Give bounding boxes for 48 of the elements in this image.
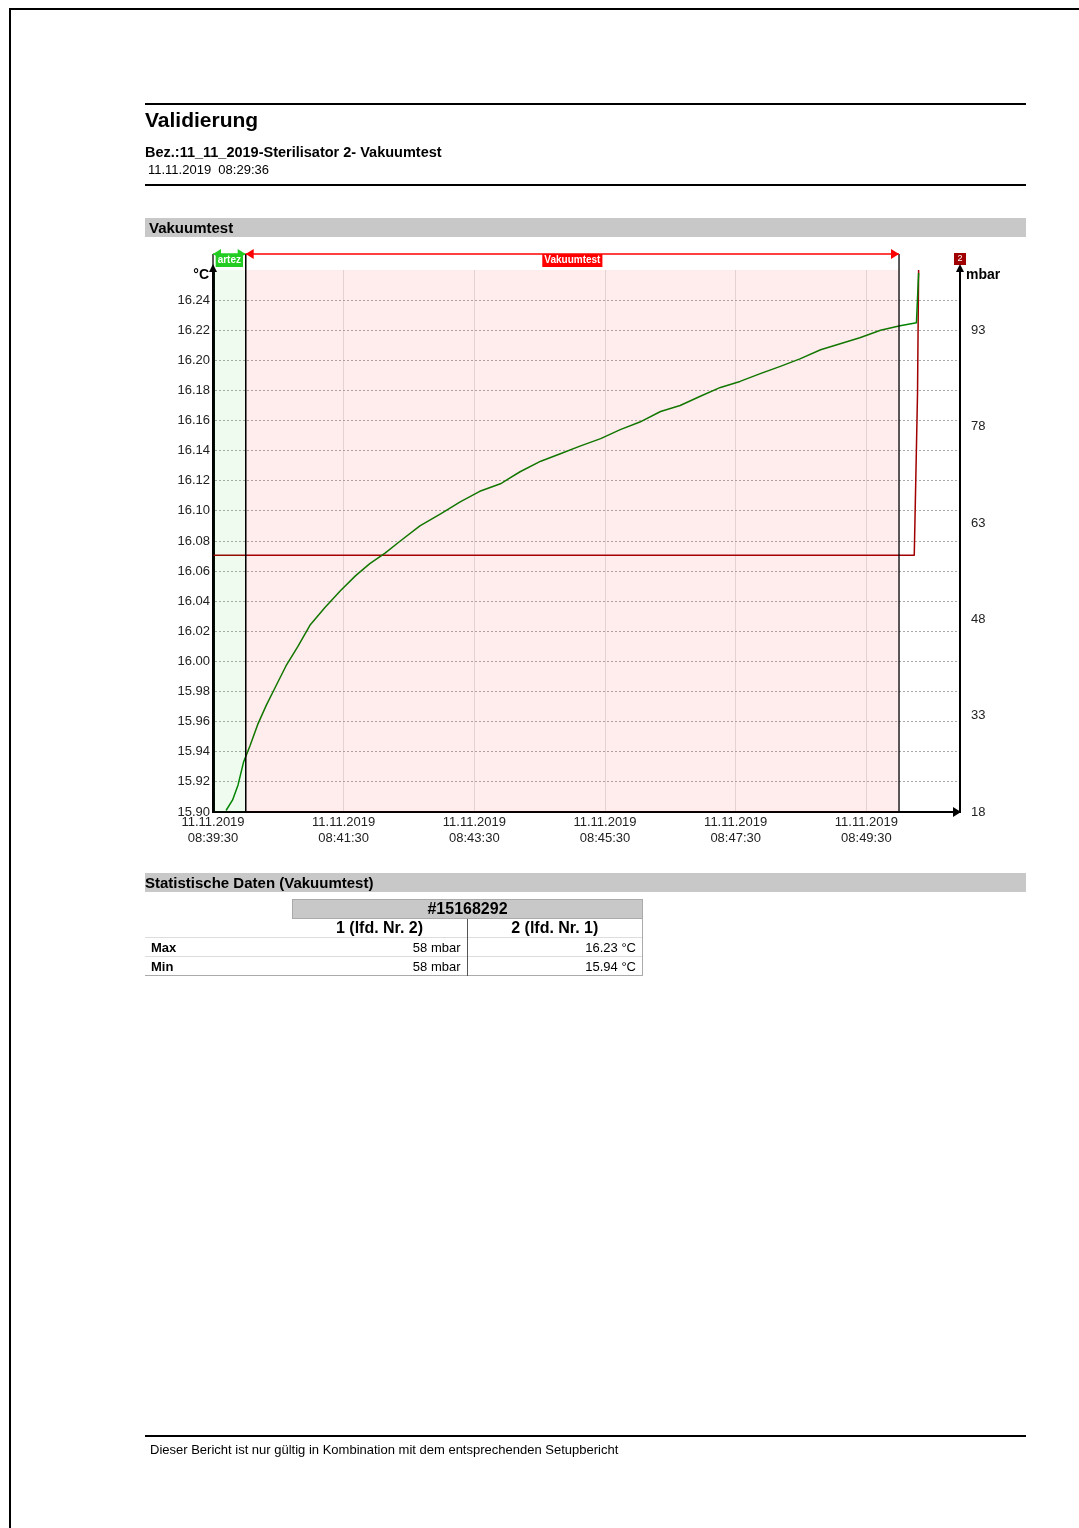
text: 1 (lfd. Nr. 2)	[292, 918, 468, 938]
y-tick-label: 16.14	[177, 442, 210, 458]
y-tick-label: 15.94	[177, 743, 210, 759]
chart-title: Validierung	[145, 108, 259, 132]
y2-tick-label: 78	[971, 418, 986, 434]
y-tick-label: 16.00	[177, 653, 210, 669]
text: Min	[150, 957, 175, 976]
text: 58 mbar	[292, 956, 468, 976]
y-tick-label: 16.08	[177, 532, 210, 548]
x-tick-label: 11.11.2019 08:43:30	[442, 814, 506, 845]
y2-tick-label: 93	[971, 321, 986, 337]
y-tick-label: 16.02	[177, 622, 210, 638]
y-tick-label: 16.16	[177, 412, 210, 428]
y-tick-label: 16.18	[177, 382, 210, 398]
y2-tick-label: 63	[971, 514, 986, 530]
y2-axis-title: mbar	[966, 265, 1001, 282]
y-tick-label: 16.10	[177, 502, 210, 518]
y-tick-label: 16.20	[177, 351, 210, 367]
text: Dieser Bericht ist nur gültig in Kombination mit dem entsprechenden Setupbericht	[150, 1442, 619, 1457]
text: 11.11.2019 08:29:36	[148, 162, 269, 177]
legend-label: artez	[217, 253, 242, 265]
text: 2	[957, 253, 963, 264]
y-tick-label: 16.22	[177, 321, 210, 337]
y-tick-label: 16.24	[177, 291, 210, 307]
y-tick-label: 15.96	[177, 713, 210, 729]
y-tick-label: 16.06	[177, 562, 210, 578]
band-label: Vakuumtest	[544, 253, 602, 265]
chart-subtitle: Bez.:11_11_2019-Sterilisator 2- Vakuumtest	[145, 144, 442, 160]
text: Max	[150, 938, 178, 957]
x-tick-label: 11.11.2019 08:49:30	[834, 814, 898, 845]
y2-tick-label: 18	[971, 803, 986, 819]
text: 15.94 °C	[467, 956, 643, 976]
text: 2 (lfd. Nr. 1)	[467, 918, 643, 938]
y2-tick-label: 48	[971, 610, 986, 626]
y-tick-label: 15.92	[177, 773, 210, 789]
x-tick-label: 11.11.2019 08:47:30	[704, 814, 768, 845]
text: 16.23 °C	[467, 937, 643, 957]
text: 58 mbar	[292, 937, 468, 957]
text: #15168292	[292, 899, 643, 919]
y-tick-label: 16.04	[177, 592, 210, 608]
y-tick-label: 15.98	[177, 683, 210, 699]
text: Vakuumtest	[145, 218, 1026, 237]
text: Statistische Daten (Vakuumtest)	[145, 873, 1026, 892]
y2-tick-label: 33	[971, 707, 986, 723]
y-axis-title: °C	[193, 265, 209, 282]
x-tick-label: 11.11.2019 08:45:30	[573, 814, 637, 845]
y-tick-label: 16.12	[177, 472, 210, 488]
x-tick-label: 11.11.2019 08:41:30	[312, 814, 376, 845]
